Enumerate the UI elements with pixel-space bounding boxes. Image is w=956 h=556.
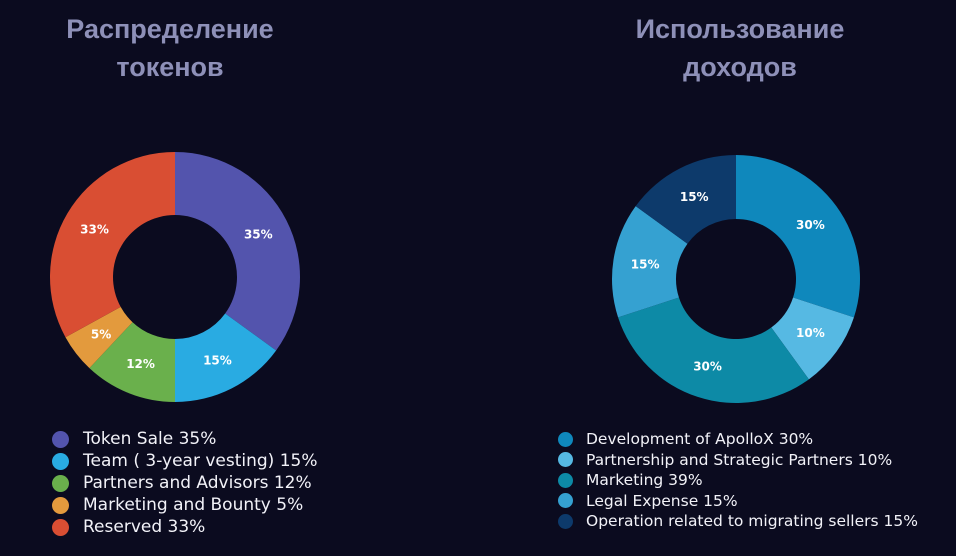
- legend-swatch: [558, 472, 573, 488]
- legend-swatch: [558, 452, 573, 468]
- token-distribution-title: Распределение токенов: [0, 10, 340, 86]
- slice-data-label: 15%: [680, 190, 709, 204]
- token-distribution-donut: 35% 15% 12% 5% 33%: [50, 152, 301, 402]
- slice-data-label: 33%: [80, 222, 109, 236]
- title-line-1: Распределение: [66, 14, 274, 44]
- revenue-usage-donut: 30% 10% 30% 15% 15%: [612, 155, 860, 403]
- token-distribution-panel: Распределение токенов 35% 15% 12% 5% 33% Tok…: [0, 0, 400, 556]
- revenue-usage-legend: Development of ApolloX 30% Partnership an…: [558, 429, 918, 532]
- legend-label: Marketing and Bounty 5%: [83, 495, 304, 515]
- title-line-2: токенов: [116, 52, 224, 82]
- legend-item: Marketing 39%: [558, 470, 918, 491]
- legend-swatch: [52, 518, 69, 536]
- legend-swatch: [52, 452, 69, 470]
- slice-data-label: 15%: [203, 353, 232, 367]
- legend-label: Reserved 33%: [83, 517, 206, 537]
- legend-item: Partnership and Strategic Partners 10%: [558, 450, 918, 471]
- legend-label: Development of ApolloX 30%: [586, 430, 814, 448]
- donut-slice: [175, 152, 301, 351]
- legend-label: Legal Expense 15%: [586, 491, 738, 510]
- title-line-1: Использование: [635, 14, 845, 44]
- legend-item: Token Sale 35%: [52, 428, 318, 450]
- legend-label: Token Sale 35%: [83, 429, 217, 449]
- donut-slice: [612, 206, 688, 318]
- legend-item: Partners and Advisors 12%: [52, 472, 318, 494]
- donut-slice: [635, 155, 736, 244]
- legend-label: Partnership and Strategic Partners 10%: [586, 450, 893, 469]
- legend-item: Marketing and Bounty 5%: [52, 494, 318, 516]
- slice-data-label: 30%: [796, 218, 825, 232]
- slice-data-label: 35%: [244, 228, 273, 242]
- donut-slice: [736, 155, 860, 318]
- donut-slice: [50, 152, 175, 338]
- slice-data-label: 15%: [631, 258, 660, 272]
- legend-swatch: [558, 513, 573, 529]
- slice-data-label: 12%: [126, 357, 155, 371]
- title-line-2: доходов: [683, 52, 797, 82]
- legend-item: Legal Expense 15%: [558, 491, 918, 512]
- legend-item: Team ( 3-year vesting) 15%: [52, 450, 318, 472]
- donut-slice: [65, 306, 133, 369]
- legend-label: Partners and Advisors 12%: [83, 473, 312, 493]
- legend-item: Reserved 33%: [52, 516, 318, 538]
- legend-swatch: [52, 474, 69, 492]
- slice-data-label: 10%: [796, 326, 825, 340]
- legend-item: Operation related to migrating sellers 1…: [558, 511, 918, 532]
- donut-slice: [771, 297, 854, 380]
- legend-label: Operation related to migrating sellers 1…: [586, 512, 918, 530]
- donut-slice: [175, 313, 277, 402]
- legend-label: Marketing 39%: [586, 471, 703, 489]
- legend-item: Development of ApolloX 30%: [558, 429, 918, 450]
- revenue-usage-title: Использование доходов: [530, 10, 950, 86]
- donut-slice: [618, 297, 809, 403]
- revenue-usage-panel: Использование доходов 30% 10% 30% 15% 15% De…: [530, 0, 956, 556]
- legend-swatch: [558, 431, 573, 447]
- legend-swatch: [52, 496, 69, 514]
- legend-swatch: [52, 430, 69, 448]
- legend-swatch: [558, 493, 573, 509]
- legend-label: Team ( 3-year vesting) 15%: [83, 451, 318, 471]
- slice-data-label: 5%: [91, 327, 111, 341]
- donut-slice: [89, 322, 175, 402]
- token-distribution-legend: Token Sale 35% Team ( 3-year vesting) 15%…: [52, 428, 318, 538]
- slice-data-label: 30%: [693, 359, 722, 373]
